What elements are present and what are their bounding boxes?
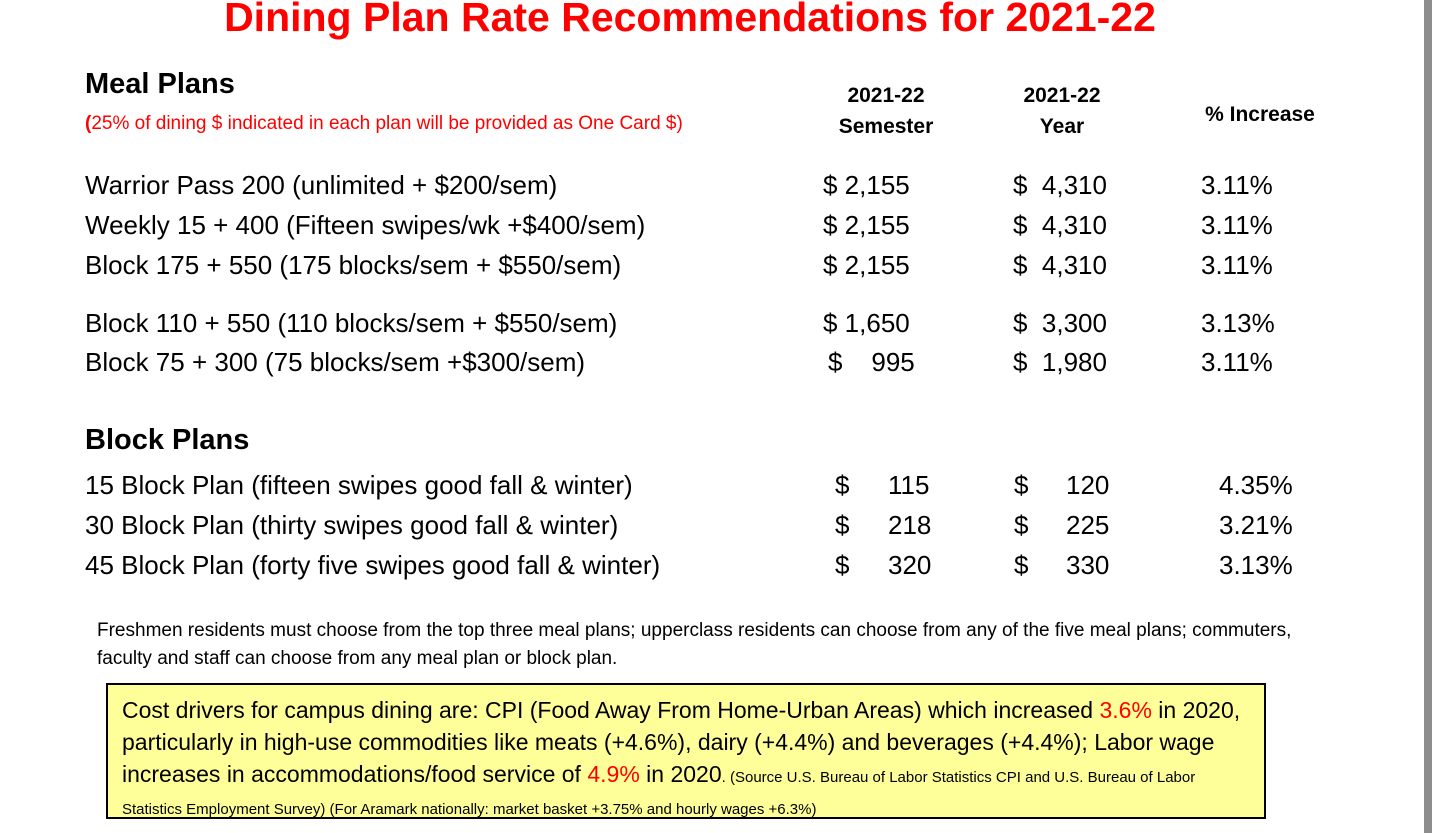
- year-rate: $ 4,310: [1013, 170, 1107, 200]
- semester-rate: $ 2,155: [823, 250, 910, 280]
- year-rate: $ 4,310: [1013, 250, 1107, 280]
- semester-currency: $: [835, 510, 850, 540]
- year-rate: 225: [1066, 510, 1110, 540]
- col-header-year-line2: Year: [1039, 115, 1085, 138]
- plan-label: Block 75 + 300 (75 blocks/sem +$300/sem): [85, 347, 586, 377]
- col-header-year-line1: 2021-22: [1023, 84, 1101, 107]
- increase-pct: 3.11%: [1201, 210, 1273, 240]
- semester-rate: 320: [888, 550, 932, 580]
- semester-rate: 115: [888, 470, 930, 500]
- cost-drivers-text-3: in 2020: [639, 761, 722, 787]
- plan-label: 30 Block Plan (thirty swipes good fall &…: [85, 510, 619, 540]
- increase-pct: 3.11%: [1201, 347, 1273, 377]
- wage-increase-value: 4.9%: [587, 761, 640, 787]
- cost-drivers-source: . (Source U.S. Bureau of Labor Statistic…: [122, 769, 1196, 818]
- year-rate: 120: [1066, 470, 1110, 500]
- year-rate: $ 1,980: [1013, 347, 1107, 377]
- table-row: 45 Block Plan (forty five swipes good fa…: [85, 545, 1345, 585]
- table-row: Block 75 + 300 (75 blocks/sem +$300/sem)…: [85, 342, 1345, 382]
- col-header-year: 2021-22 Year: [1002, 80, 1122, 142]
- semester-rate: $ 2,155: [823, 170, 910, 200]
- eligibility-footnote: Freshmen residents must choose from the …: [97, 620, 1292, 669]
- semester-currency: $: [835, 550, 850, 580]
- increase-pct: 3.13%: [1219, 550, 1293, 580]
- year-rate: $ 4,310: [1013, 210, 1107, 240]
- table-row: 15 Block Plan (fifteen swipes good fall …: [85, 465, 1345, 505]
- note-text: 25% of dining $ indicated in each plan w…: [91, 113, 683, 134]
- table-row: Warrior Pass 200 (unlimited + $200/sem) …: [85, 165, 1345, 205]
- scrollbar[interactable]: [1424, 0, 1432, 833]
- plan-label: 45 Block Plan (forty five swipes good fa…: [85, 550, 661, 580]
- plan-label: Block 110 + 550 (110 blocks/sem + $550/s…: [85, 308, 618, 338]
- semester-currency: $: [835, 470, 850, 500]
- year-rate: 330: [1066, 550, 1110, 580]
- semester-rate: $ 1,650: [823, 308, 910, 338]
- year-rate: $ 3,300: [1013, 308, 1107, 338]
- year-currency: $: [1014, 470, 1029, 500]
- cost-drivers-text-2: in 2020, particularly in high-use commod…: [122, 697, 1241, 787]
- year-currency: $: [1014, 510, 1029, 540]
- col-header-increase: % Increase: [1205, 103, 1315, 126]
- col-header-semester: 2021-22 Semester: [826, 80, 946, 142]
- col-header-semester-line2: Semester: [838, 115, 934, 138]
- meal-plans-heading: Meal Plans: [85, 68, 235, 100]
- semester-rate: $ 2,155: [823, 210, 910, 240]
- increase-pct: 3.13%: [1201, 308, 1275, 338]
- table-row: 30 Block Plan (thirty swipes good fall &…: [85, 505, 1345, 545]
- plan-label: Warrior Pass 200 (unlimited + $200/sem): [85, 170, 558, 200]
- increase-pct: 4.35%: [1219, 470, 1293, 500]
- plan-label: Weekly 15 + 400 (Fifteen swipes/wk +$400…: [85, 210, 646, 240]
- plan-label: 15 Block Plan (fifteen swipes good fall …: [85, 470, 633, 500]
- increase-pct: 3.21%: [1219, 510, 1293, 540]
- table-row: Block 110 + 550 (110 blocks/sem + $550/s…: [85, 303, 1345, 343]
- semester-rate: $ 995: [828, 347, 915, 377]
- meal-plans-note: (25% of dining $ indicated in each plan …: [85, 113, 683, 135]
- increase-pct: 3.11%: [1201, 250, 1273, 280]
- table-row: Block 175 + 550 (175 blocks/sem + $550/s…: [85, 245, 1345, 285]
- table-row: Weekly 15 + 400 (Fifteen swipes/wk +$400…: [85, 205, 1345, 245]
- year-currency: $: [1014, 550, 1029, 580]
- cost-drivers-text-1: Cost drivers for campus dining are: CPI …: [122, 697, 1100, 723]
- block-plans-heading: Block Plans: [85, 424, 250, 456]
- plan-label: Block 175 + 550 (175 blocks/sem + $550/s…: [85, 250, 622, 280]
- increase-pct: 3.11%: [1201, 170, 1273, 200]
- note-paren: (: [85, 113, 92, 134]
- col-header-semester-line1: 2021-22: [847, 84, 925, 107]
- cpi-increase-value: 3.6%: [1099, 697, 1152, 723]
- cost-drivers-box: Cost drivers for campus dining are: CPI …: [106, 683, 1266, 819]
- semester-rate: 218: [888, 510, 932, 540]
- page-title: Dining Plan Rate Recommendations for 202…: [224, 0, 1156, 40]
